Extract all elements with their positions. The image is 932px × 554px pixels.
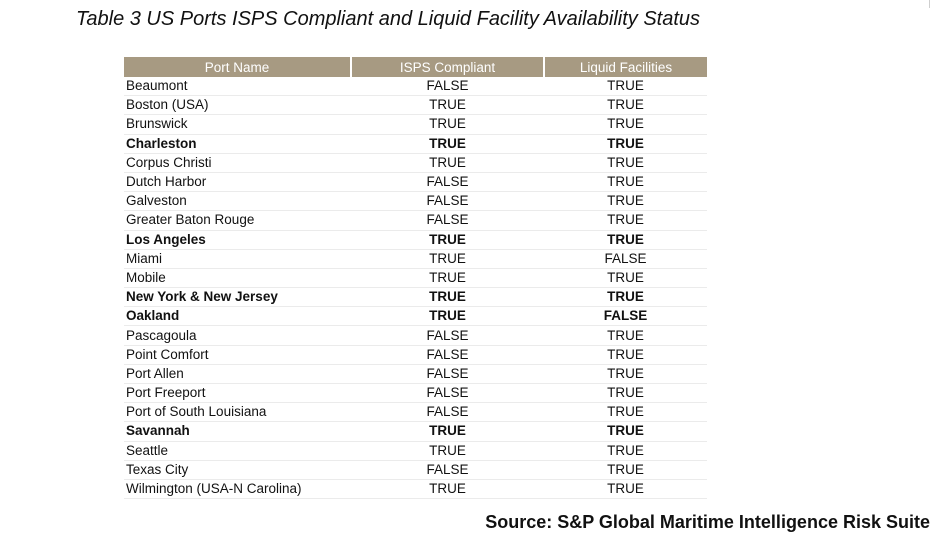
table-row: Mobile TRUE TRUE bbox=[124, 268, 707, 289]
table-row: Corpus Christi TRUE TRUE bbox=[124, 153, 707, 173]
isps-compliant-cell: TRUE bbox=[351, 479, 544, 500]
port-name-cell: Mobile bbox=[124, 268, 351, 289]
port-name-cell: Miami bbox=[124, 249, 351, 269]
isps-compliant-cell: TRUE bbox=[351, 441, 544, 461]
edge-divider bbox=[929, 0, 930, 8]
liquid-facilities-cell: TRUE bbox=[544, 345, 707, 365]
port-name-cell: Brunswick bbox=[124, 114, 351, 135]
liquid-facilities-cell: TRUE bbox=[544, 287, 707, 308]
table-caption: Table 3 US Ports ISPS Compliant and Liqu… bbox=[76, 8, 701, 30]
liquid-facilities-cell: TRUE bbox=[544, 230, 707, 250]
table-row: Wilmington (USA-N Carolina) TRUE TRUE bbox=[124, 479, 707, 500]
liquid-facilities-cell: TRUE bbox=[544, 325, 707, 346]
isps-compliant-cell: TRUE bbox=[351, 249, 544, 269]
liquid-facilities-cell: TRUE bbox=[544, 268, 707, 289]
isps-compliant-cell: TRUE bbox=[351, 230, 544, 250]
port-name-cell: Oakland bbox=[124, 306, 351, 327]
port-name-cell: Boston (USA) bbox=[124, 95, 351, 116]
isps-compliant-cell: FALSE bbox=[351, 364, 544, 385]
table-row: Pascagoula FALSE TRUE bbox=[124, 325, 707, 346]
port-name-cell: Dutch Harbor bbox=[124, 172, 351, 193]
table-row: Galveston FALSE TRUE bbox=[124, 191, 707, 212]
port-name-cell: Port Allen bbox=[124, 364, 351, 385]
header-port-name: Port Name bbox=[124, 57, 351, 77]
source-note: Source: S&P Global Maritime Intelligence… bbox=[485, 512, 930, 532]
liquid-facilities-cell: TRUE bbox=[544, 77, 707, 97]
isps-compliant-cell: FALSE bbox=[351, 191, 544, 212]
table-row: Texas City FALSE TRUE bbox=[124, 460, 707, 480]
liquid-facilities-cell: TRUE bbox=[544, 191, 707, 212]
isps-compliant-cell: TRUE bbox=[351, 421, 544, 442]
table-row: Charleston TRUE TRUE bbox=[124, 134, 707, 154]
port-name-cell: Charleston bbox=[124, 134, 351, 154]
table-row: Point Comfort FALSE TRUE bbox=[124, 345, 707, 365]
isps-compliant-cell: TRUE bbox=[351, 134, 544, 154]
liquid-facilities-cell: TRUE bbox=[544, 134, 707, 154]
isps-compliant-cell: TRUE bbox=[351, 153, 544, 173]
table-row: New York & New Jersey TRUE TRUE bbox=[124, 287, 707, 308]
table-row: Brunswick TRUE TRUE bbox=[124, 114, 707, 135]
table-row: Port of South Louisiana FALSE TRUE bbox=[124, 402, 707, 423]
table-row: Port Allen FALSE TRUE bbox=[124, 364, 707, 385]
port-name-cell: Port Freeport bbox=[124, 383, 351, 404]
liquid-facilities-cell: TRUE bbox=[544, 402, 707, 423]
isps-compliant-cell: TRUE bbox=[351, 287, 544, 308]
port-name-cell: Port of South Louisiana bbox=[124, 402, 351, 423]
liquid-facilities-cell: TRUE bbox=[544, 421, 707, 442]
table-row: Los Angeles TRUE TRUE bbox=[124, 230, 707, 250]
liquid-facilities-cell: TRUE bbox=[544, 210, 707, 231]
isps-compliant-cell: FALSE bbox=[351, 460, 544, 480]
header-liquid-facilities: Liquid Facilities bbox=[543, 57, 707, 77]
isps-compliant-cell: TRUE bbox=[351, 306, 544, 327]
table-row: Seattle TRUE TRUE bbox=[124, 441, 707, 461]
table-header-row: Port Name ISPS Compliant Liquid Faciliti… bbox=[124, 57, 707, 77]
port-name-cell: Texas City bbox=[124, 460, 351, 480]
isps-compliant-cell: TRUE bbox=[351, 114, 544, 135]
port-name-cell: Seattle bbox=[124, 441, 351, 461]
header-isps-compliant: ISPS Compliant bbox=[350, 57, 544, 77]
isps-compliant-cell: FALSE bbox=[351, 402, 544, 423]
liquid-facilities-cell: TRUE bbox=[544, 383, 707, 404]
port-name-cell: Wilmington (USA-N Carolina) bbox=[124, 479, 351, 500]
port-name-cell: Los Angeles bbox=[124, 230, 351, 250]
table-row: Boston (USA) TRUE TRUE bbox=[124, 95, 707, 116]
liquid-facilities-cell: TRUE bbox=[544, 441, 707, 461]
isps-compliant-cell: FALSE bbox=[351, 383, 544, 404]
port-name-cell: Beaumont bbox=[124, 77, 351, 97]
liquid-facilities-cell: TRUE bbox=[544, 114, 707, 135]
port-name-cell: Savannah bbox=[124, 421, 351, 442]
port-name-cell: Greater Baton Rouge bbox=[124, 210, 351, 231]
liquid-facilities-cell: TRUE bbox=[544, 364, 707, 385]
liquid-facilities-cell: TRUE bbox=[544, 460, 707, 480]
liquid-facilities-cell: TRUE bbox=[544, 153, 707, 173]
isps-compliant-cell: FALSE bbox=[351, 210, 544, 231]
port-name-cell: Galveston bbox=[124, 191, 351, 212]
liquid-facilities-cell: TRUE bbox=[544, 172, 707, 193]
isps-compliant-cell: TRUE bbox=[351, 95, 544, 116]
isps-compliant-cell: FALSE bbox=[351, 345, 544, 365]
table-row: Beaumont FALSE TRUE bbox=[124, 77, 707, 97]
table-row: Oakland TRUE FALSE bbox=[124, 306, 707, 327]
port-name-cell: Pascagoula bbox=[124, 325, 351, 346]
liquid-facilities-cell: TRUE bbox=[544, 95, 707, 116]
isps-compliant-cell: FALSE bbox=[351, 325, 544, 346]
table-row: Greater Baton Rouge FALSE TRUE bbox=[124, 210, 707, 231]
ports-table: Port Name ISPS Compliant Liquid Faciliti… bbox=[124, 57, 707, 500]
port-name-cell: Corpus Christi bbox=[124, 153, 351, 173]
table-row: Port Freeport FALSE TRUE bbox=[124, 383, 707, 404]
isps-compliant-cell: FALSE bbox=[351, 172, 544, 193]
liquid-facilities-cell: TRUE bbox=[544, 479, 707, 500]
liquid-facilities-cell: FALSE bbox=[544, 306, 707, 327]
table-row: Miami TRUE FALSE bbox=[124, 249, 707, 269]
port-name-cell: Point Comfort bbox=[124, 345, 351, 365]
table-row: Dutch Harbor FALSE TRUE bbox=[124, 172, 707, 193]
liquid-facilities-cell: FALSE bbox=[544, 249, 707, 269]
isps-compliant-cell: FALSE bbox=[351, 77, 544, 97]
isps-compliant-cell: TRUE bbox=[351, 268, 544, 289]
table-row: Savannah TRUE TRUE bbox=[124, 421, 707, 442]
port-name-cell: New York & New Jersey bbox=[124, 287, 351, 308]
